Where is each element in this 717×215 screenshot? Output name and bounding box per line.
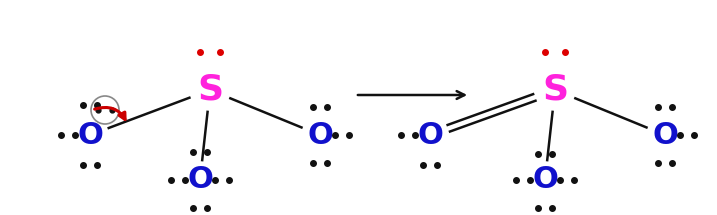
FancyArrowPatch shape [95, 108, 125, 120]
Text: O: O [77, 120, 103, 149]
Text: O: O [652, 120, 678, 149]
Text: O: O [532, 166, 558, 195]
Text: S: S [542, 73, 568, 107]
Text: O: O [187, 166, 213, 195]
Text: O: O [417, 120, 443, 149]
Text: S: S [197, 73, 223, 107]
Text: O: O [307, 120, 333, 149]
